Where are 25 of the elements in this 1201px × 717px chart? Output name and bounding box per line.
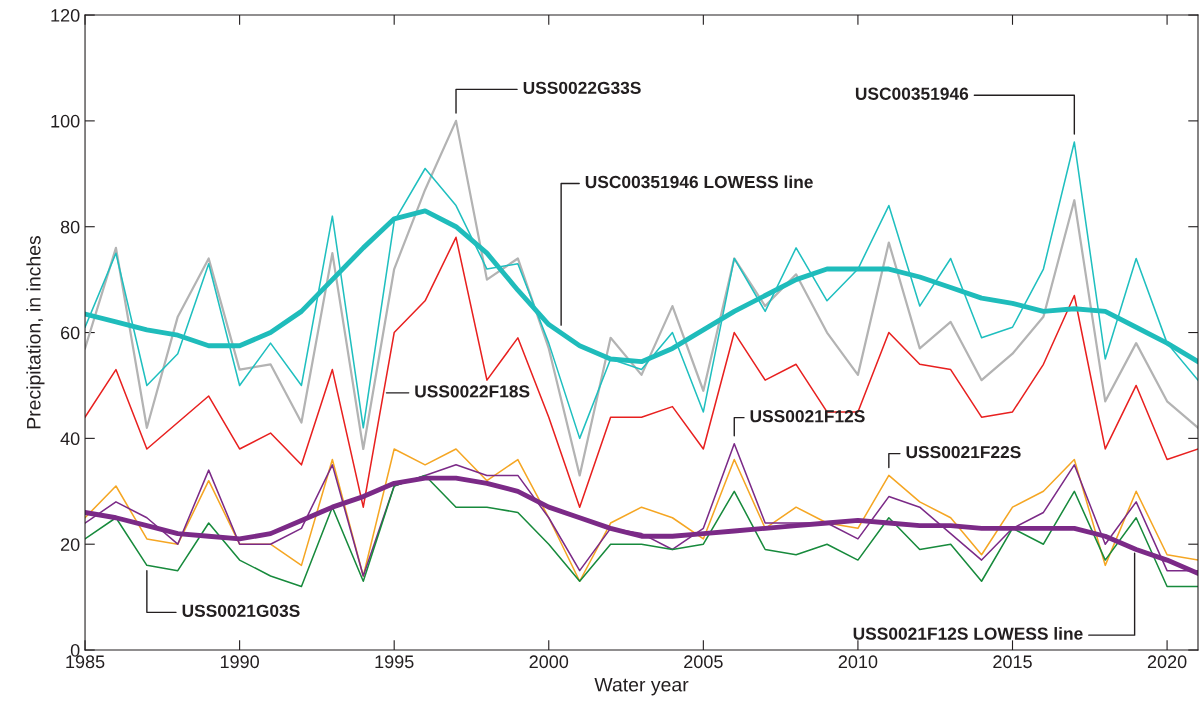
x-tick-label: 2005 (684, 655, 723, 669)
y-tick-label: 20 (61, 538, 80, 551)
x-tick-label: 2010 (838, 655, 878, 669)
x-tick-label: 1995 (375, 655, 414, 669)
series-label: USS0021F22S (906, 445, 1021, 459)
x-tick-label: 1990 (220, 655, 259, 669)
text: USC00351946 (855, 87, 969, 100)
y-tick-label: 40 (60, 432, 80, 446)
y-axis-title: Precipitation, in inches (26, 235, 45, 429)
x-axis-title: Water year (594, 677, 689, 696)
x-tick-label: 2020 (1147, 655, 1187, 669)
y-tick-label: 120 (51, 8, 80, 22)
text: USS0021F12S LOWESS line (853, 627, 1083, 640)
y-tick-label: 80 (60, 220, 80, 234)
series-label: USS0022F18S (415, 385, 530, 398)
text: USS0022G33S (523, 81, 641, 95)
y-tick-label: 0 (70, 643, 80, 657)
series-label: USS0021G03S (182, 604, 300, 618)
x-tick-label: 2015 (993, 655, 1032, 669)
y-tick-label: 100 (51, 114, 80, 128)
x-tick-label: 2000 (529, 655, 569, 669)
series-label: USS0021F12S (750, 410, 865, 423)
x-tick-label: 1985 (66, 655, 105, 669)
text: USC00351946 LOWESS line (585, 175, 813, 189)
y-tick-label: 60 (61, 326, 80, 340)
